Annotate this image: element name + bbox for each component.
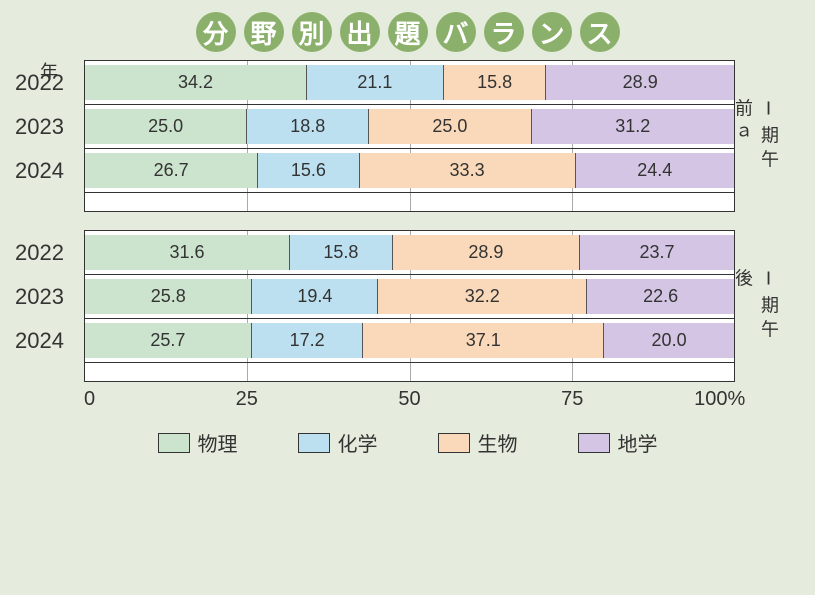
title-char: ン	[532, 12, 572, 52]
panel-side-label: Ⅰ期午前ａ	[730, 99, 782, 174]
bar-segment-geology: 24.4	[576, 153, 734, 188]
legend-item-geology: 地学	[578, 428, 658, 457]
legend-swatch	[158, 433, 190, 453]
bar-segment-chemistry: 18.8	[247, 109, 369, 144]
x-tick: 100%	[694, 388, 745, 411]
chart-area: 年 Ⅰ期午前ａ202234.221.115.828.9202325.018.82…	[84, 60, 735, 416]
title-char: 別	[292, 12, 332, 52]
title-char: ラ	[484, 12, 524, 52]
x-axis: 0255075100%	[84, 388, 735, 416]
x-tick: 75	[561, 388, 583, 411]
stacked-bar: 34.221.115.828.9	[85, 65, 734, 100]
bar-segment-chemistry: 21.1	[307, 65, 444, 100]
bar-segment-chemistry: 19.4	[252, 279, 378, 314]
title-char: バ	[436, 12, 476, 52]
chart-row: 202325.018.825.031.2	[85, 105, 734, 149]
title-char: 出	[340, 12, 380, 52]
year-label: 2024	[15, 158, 64, 184]
stacked-bar: 25.819.432.222.6	[85, 279, 734, 314]
title-char: 分	[196, 12, 236, 52]
x-tick: 50	[398, 388, 420, 411]
bar-segment-chemistry: 17.2	[252, 323, 364, 358]
x-tick: 0	[84, 388, 95, 411]
bar-segment-geology: 28.9	[546, 65, 734, 100]
bar-segment-geology: 23.7	[580, 235, 734, 270]
year-label: 2023	[15, 284, 64, 310]
panel-side-label: Ⅰ期午後	[730, 269, 782, 344]
legend: 物理 化学 生物 地学	[0, 428, 815, 457]
legend-label: 生物	[478, 428, 518, 457]
bar-segment-biology: 32.2	[378, 279, 587, 314]
title-char: 野	[244, 12, 284, 52]
bar-segment-physics: 31.6	[85, 235, 290, 270]
bar-segment-biology: 37.1	[363, 323, 604, 358]
chart-panel: Ⅰ期午後202231.615.828.923.7202325.819.432.2…	[84, 230, 735, 382]
chart-title: 分野別出題バランス	[0, 0, 815, 60]
stacked-bar: 25.717.237.120.0	[85, 323, 734, 358]
stacked-bar: 25.018.825.031.2	[85, 109, 734, 144]
chart-row: 202234.221.115.828.9	[85, 61, 734, 105]
chart-row: 202426.715.633.324.4	[85, 149, 734, 193]
chart-row: 202325.819.432.222.6	[85, 275, 734, 319]
title-char: 題	[388, 12, 428, 52]
bar-segment-biology: 15.8	[444, 65, 547, 100]
bar-segment-chemistry: 15.6	[258, 153, 359, 188]
bar-segment-physics: 25.8	[85, 279, 252, 314]
legend-swatch	[438, 433, 470, 453]
bar-segment-physics: 25.0	[85, 109, 247, 144]
legend-label: 物理	[198, 428, 238, 457]
bar-segment-physics: 34.2	[85, 65, 307, 100]
chart-panel: Ⅰ期午前ａ202234.221.115.828.9202325.018.825.…	[84, 60, 735, 212]
legend-item-chemistry: 化学	[298, 428, 378, 457]
legend-item-biology: 生物	[438, 428, 518, 457]
x-tick: 25	[236, 388, 258, 411]
bar-segment-physics: 26.7	[85, 153, 258, 188]
year-label: 2024	[15, 328, 64, 354]
year-label: 2023	[15, 114, 64, 140]
legend-item-physics: 物理	[158, 428, 238, 457]
bar-segment-geology: 31.2	[532, 109, 734, 144]
title-char: ス	[580, 12, 620, 52]
bar-segment-geology: 22.6	[587, 279, 734, 314]
chart-row: 202425.717.237.120.0	[85, 319, 734, 363]
year-label: 2022	[15, 240, 64, 266]
bar-segment-biology: 33.3	[360, 153, 576, 188]
bar-segment-physics: 25.7	[85, 323, 252, 358]
year-label: 2022	[15, 70, 64, 96]
legend-swatch	[298, 433, 330, 453]
bar-segment-biology: 28.9	[393, 235, 581, 270]
bar-segment-biology: 25.0	[369, 109, 531, 144]
legend-label: 化学	[338, 428, 378, 457]
bar-segment-geology: 20.0	[604, 323, 734, 358]
stacked-bar: 31.615.828.923.7	[85, 235, 734, 270]
chart-row: 202231.615.828.923.7	[85, 231, 734, 275]
legend-label: 地学	[618, 428, 658, 457]
stacked-bar: 26.715.633.324.4	[85, 153, 734, 188]
legend-swatch	[578, 433, 610, 453]
bar-segment-chemistry: 15.8	[290, 235, 393, 270]
